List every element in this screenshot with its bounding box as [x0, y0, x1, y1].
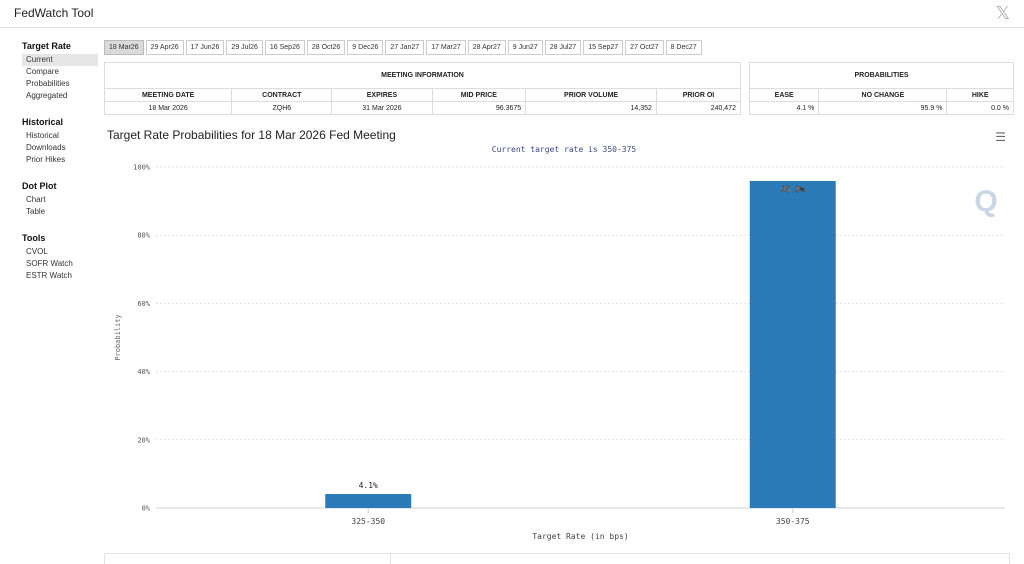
y-axis-title: Probability [114, 314, 122, 360]
sidebar-item-current[interactable]: Current [22, 54, 98, 66]
data-label-325-350: 4.1% [359, 481, 378, 490]
y-tick-label: 0% [142, 505, 151, 513]
watermark-logo: Q [974, 185, 997, 218]
tab-27-oct27[interactable]: 27 Oct27 [625, 40, 664, 55]
sidebar-item-estr-watch[interactable]: ESTR Watch [26, 271, 72, 280]
tab-28-oct26[interactable]: 28 Oct26 [306, 40, 346, 55]
meeting-info-cell-0: 18 Mar 2026 [103, 101, 233, 115]
sidebar-item-sofr-watch[interactable]: SOFR Watch [26, 259, 73, 268]
sidebar-item-historical[interactable]: Historical [26, 131, 59, 140]
tab-9-jun27[interactable]: 9 Jun27 [507, 40, 543, 55]
tab-17-jun26[interactable]: 17 Jun26 [185, 40, 225, 55]
bar-350-375[interactable] [749, 180, 836, 508]
tab-15-sep27[interactable]: 15 Sep27 [583, 40, 624, 55]
chart-subtitle: Current target rate is 350-375 [491, 145, 637, 154]
probabilities-cell-0: 4.1 % [748, 101, 820, 115]
sidebar-item-aggregated[interactable]: Aggregated [26, 91, 68, 100]
meeting-date-tabs: 18 Mar26 29 Apr26 17 Jun26 29 Jul26 16 Sep26… [104, 40, 702, 55]
target-rate-bar-chart: Q 0% 20% 40% 60% 80% 100% 4.1% 325-350 95.9% 350-3… [114, 164, 1005, 541]
meeting-info-column-header-1: CONTRACT [231, 88, 333, 102]
sidebar-item-prior-hikes[interactable]: Prior Hikes [26, 155, 66, 164]
probabilities-header: PROBABILITIES [749, 62, 1014, 89]
tab-17-mar27[interactable]: 17 Mar27 [426, 40, 466, 55]
probabilities-cell-2: 0.0 % [946, 101, 1014, 115]
probabilities-column-header-0: EASE [748, 88, 820, 102]
probabilities-cell-1: 95.9 % [818, 101, 948, 115]
tab-18-mar26[interactable]: 18 Mar26 [104, 40, 144, 55]
y-tick-label: 20% [137, 436, 150, 444]
meeting-information-table: MEETING INFORMATION MEETING DATE CONTRACT… [103, 62, 742, 115]
app-title: FedWatch Tool [14, 6, 94, 20]
bottom-panel [104, 553, 1010, 564]
y-tick-label: 100% [133, 164, 151, 172]
sidebar-item-table[interactable]: Table [26, 207, 46, 216]
meeting-info-cell-3: 96.3675 [431, 101, 527, 115]
meeting-info-column-header-5: PRIOR OI [655, 88, 742, 102]
tab-28-jul27[interactable]: 28 Jul27 [544, 40, 582, 55]
probabilities-column-header-1: NO CHANGE [818, 88, 948, 102]
sidebar-item-chart[interactable]: Chart [26, 195, 46, 204]
sidebar-section-historical: Historical Historical Downloads Prior Hikes [0, 112, 100, 166]
y-tick-label: 40% [137, 368, 150, 376]
meeting-info-cell-4: 14,352 [525, 101, 657, 115]
tab-8-dec27[interactable]: 8 Dec27 [665, 40, 702, 55]
data-label-350-375: 95.9% [781, 185, 805, 194]
meeting-info-cell-5: 240,472 [655, 101, 742, 115]
bottom-panel-divider [390, 554, 391, 564]
sidebar-item-cvol[interactable]: CVOL [26, 247, 48, 256]
tab-29-jul26[interactable]: 29 Jul26 [226, 40, 263, 55]
probabilities-table: PROBABILITIES EASE NO CHANGE HIKE 4.1 % 95.… [748, 62, 1014, 115]
y-tick-label: 60% [137, 300, 150, 308]
tab-27-jan27[interactable]: 27 Jan27 [385, 40, 425, 55]
sidebar-nav: Target Rate Current Compare Probabilities Ag… [0, 36, 100, 292]
top-bar: FedWatch Tool 𝕏 [0, 0, 1024, 28]
sidebar-item-compare[interactable]: Compare [26, 67, 59, 76]
chart-title: Target Rate Probabilities for 18 Mar 202… [107, 128, 396, 142]
sidebar-heading: Dot Plot [22, 181, 57, 191]
meeting-info-column-header-3: MID PRICE [431, 88, 527, 102]
tab-16-sep26[interactable]: 16 Sep26 [264, 40, 305, 55]
sidebar-heading: Tools [22, 233, 46, 243]
hamburger-menu-icon[interactable]: ☰ [995, 130, 1006, 144]
tab-29-apr26[interactable]: 29 Apr26 [145, 40, 184, 55]
meeting-info-column-header-0: MEETING DATE [103, 88, 233, 102]
x-tick-label: 325-350 [351, 517, 385, 526]
probabilities-column-header-2: HIKE [946, 88, 1014, 102]
x-axis-title: Target Rate (in bps) [532, 532, 628, 541]
sidebar-section-target-rate: Target Rate Current Compare Probabilities Ag… [0, 36, 100, 102]
sidebar-section-dot-plot: Dot Plot Chart Table [0, 176, 100, 218]
meeting-info-cell-1: ZQH6 [231, 101, 333, 115]
meeting-info-column-header-4: PRIOR VOLUME [525, 88, 657, 102]
sidebar-item-probabilities[interactable]: Probabilities [26, 79, 70, 88]
tab-9-dec26[interactable]: 9 Dec26 [347, 40, 384, 55]
meeting-info-header: MEETING INFORMATION [104, 62, 741, 89]
close-icon[interactable]: 𝕏 [995, 3, 1010, 23]
x-tick-label: 350-375 [776, 517, 810, 526]
sidebar-item-downloads[interactable]: Downloads [26, 143, 66, 152]
tab-28-apr27[interactable]: 28 Apr27 [467, 40, 506, 55]
bar-325-350[interactable] [325, 494, 412, 508]
sidebar-heading: Target Rate [22, 41, 71, 51]
sidebar-heading: Historical [22, 117, 64, 127]
meeting-info-cell-2: 31 Mar 2026 [331, 101, 433, 115]
y-tick-label: 80% [137, 232, 150, 240]
sidebar-section-tools: Tools CVOL SOFR Watch ESTR Watch [0, 228, 100, 282]
meeting-info-column-header-2: EXPIRES [331, 88, 433, 102]
